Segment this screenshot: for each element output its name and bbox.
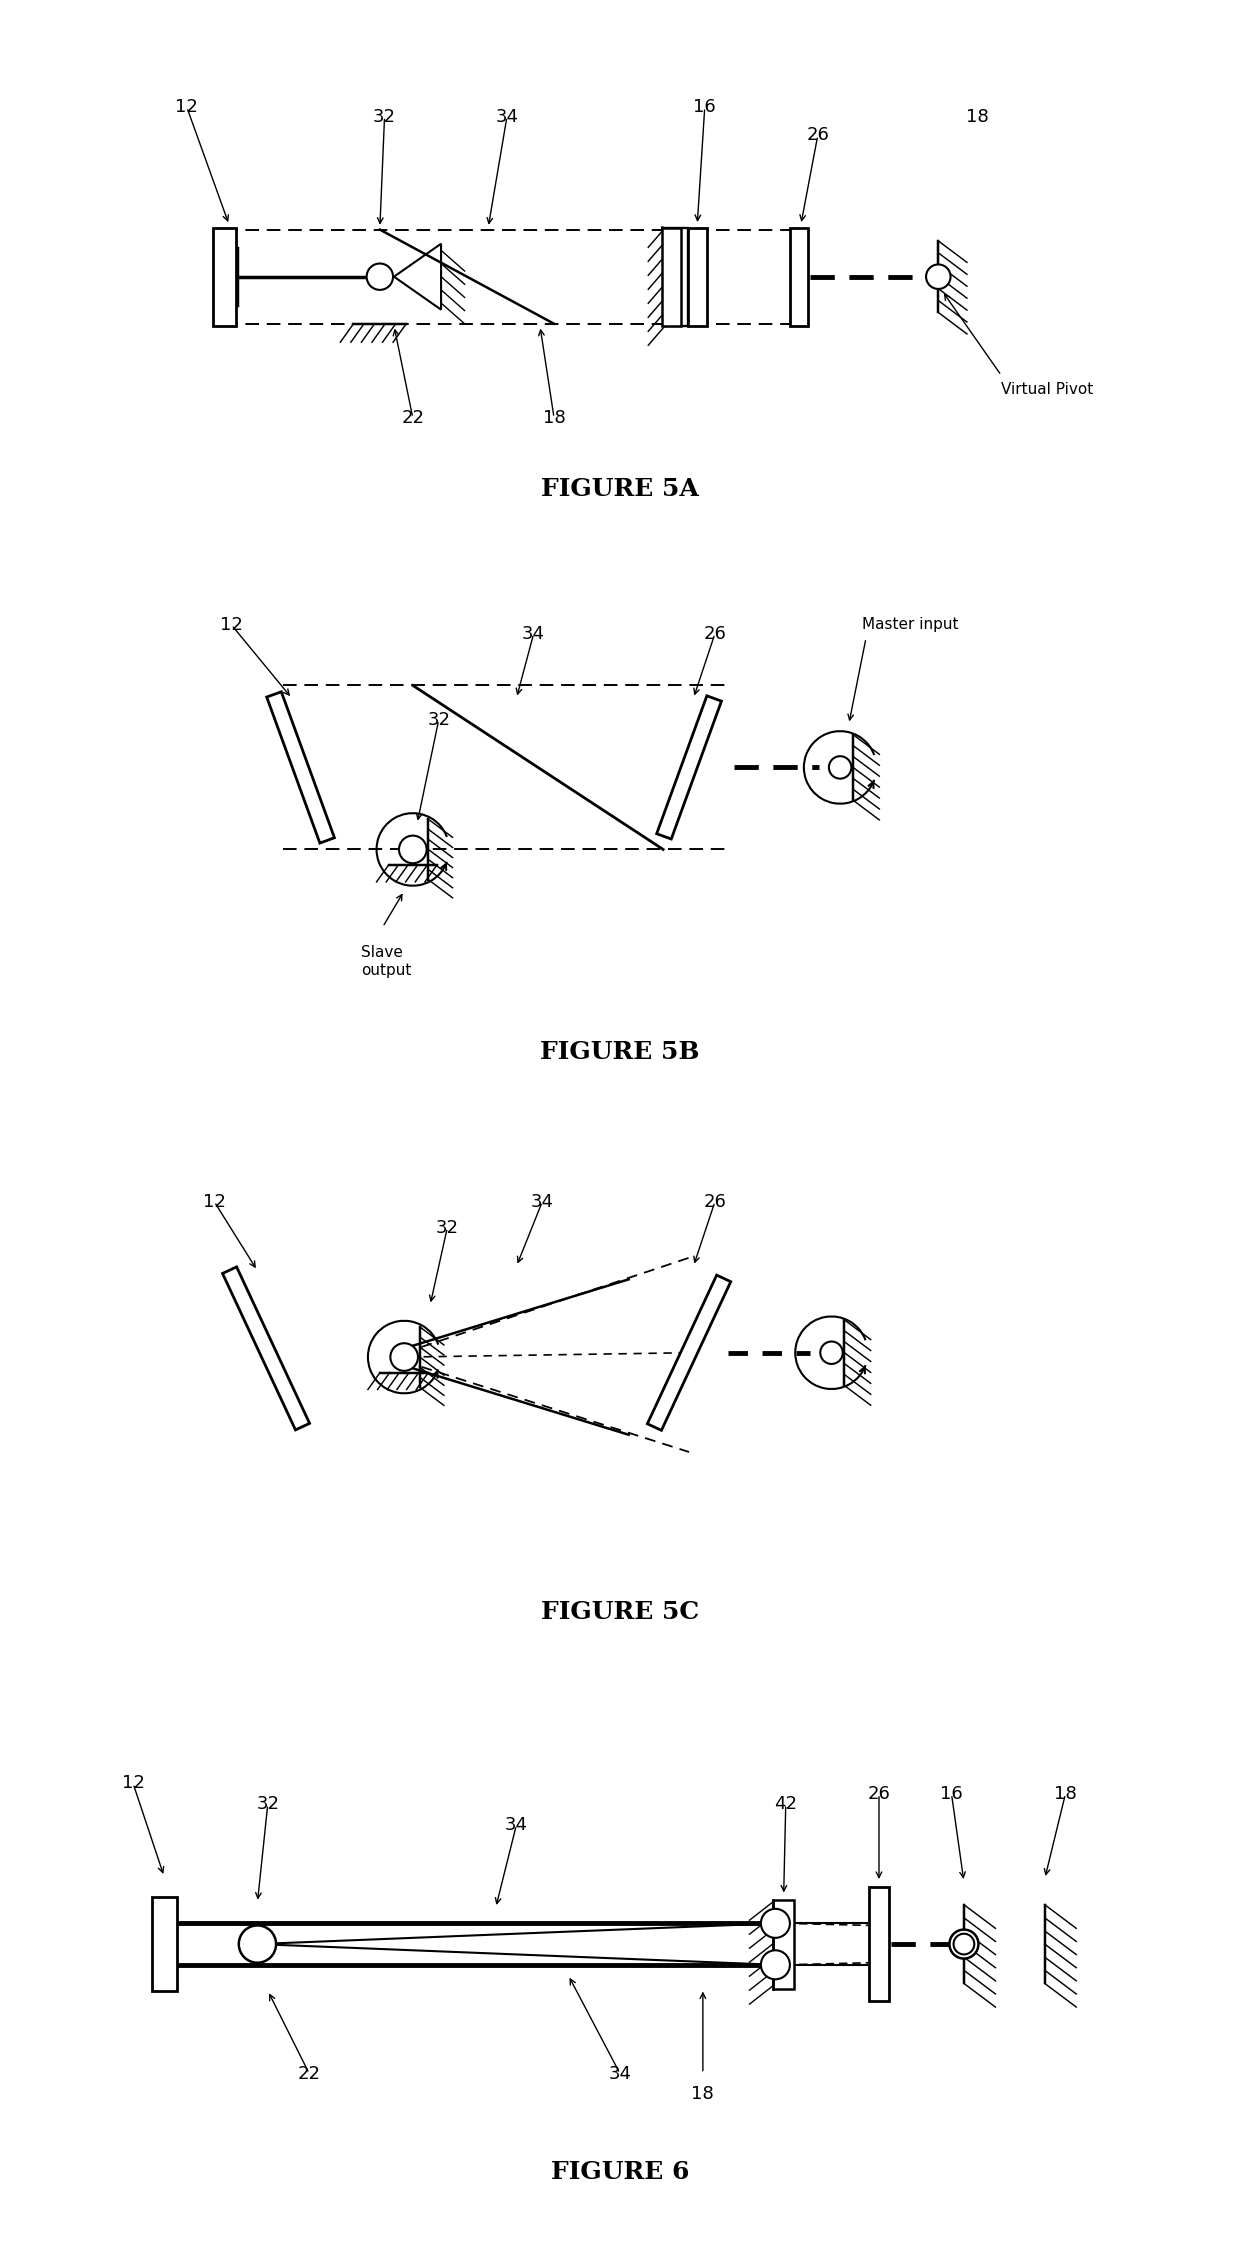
Bar [790, 229, 808, 325]
Text: 18: 18 [543, 408, 565, 428]
Bar [213, 229, 236, 325]
Text: 34: 34 [505, 1815, 528, 1833]
Bar [267, 692, 335, 843]
Text: 16: 16 [693, 99, 717, 117]
Text: 34: 34 [496, 108, 518, 125]
Circle shape [367, 264, 393, 289]
Text: 12: 12 [175, 99, 198, 117]
Text: Virtual Pivot: Virtual Pivot [1002, 383, 1094, 397]
Circle shape [399, 836, 427, 863]
Text: 32: 32 [435, 1219, 459, 1237]
Circle shape [761, 1909, 790, 1938]
Circle shape [926, 264, 951, 289]
Text: 16: 16 [940, 1784, 963, 1802]
Text: 32: 32 [373, 108, 396, 125]
Text: FIGURE 5A: FIGURE 5A [541, 477, 699, 500]
Text: 34: 34 [531, 1192, 554, 1210]
Circle shape [239, 1925, 277, 1963]
Text: 22: 22 [402, 408, 424, 428]
Text: 26: 26 [703, 625, 727, 643]
Circle shape [954, 1934, 975, 1954]
Text: FIGURE 5B: FIGURE 5B [541, 1040, 699, 1064]
Circle shape [821, 1342, 843, 1365]
Text: 18: 18 [1054, 1784, 1076, 1802]
Text: 22: 22 [298, 2064, 321, 2082]
Text: 12: 12 [203, 1192, 226, 1210]
Text: 32: 32 [428, 710, 450, 728]
Text: 26: 26 [703, 1192, 727, 1210]
Bar [662, 229, 681, 325]
Text: 42: 42 [774, 1795, 797, 1813]
Text: Slave
output: Slave output [361, 946, 412, 977]
Text: FIGURE 6: FIGURE 6 [551, 2160, 689, 2185]
Text: 12: 12 [219, 616, 243, 634]
Bar [688, 229, 707, 325]
Text: Master input: Master input [862, 619, 959, 632]
Circle shape [391, 1342, 418, 1371]
Bar [222, 1266, 310, 1430]
Text: FIGURE 5C: FIGURE 5C [541, 1600, 699, 1625]
Circle shape [950, 1930, 978, 1959]
Text: 34: 34 [609, 2064, 631, 2082]
Bar [774, 1900, 794, 1988]
Text: 26: 26 [868, 1784, 890, 1802]
Bar [869, 1887, 889, 2001]
Text: 18: 18 [966, 108, 990, 125]
Text: 26: 26 [806, 125, 830, 143]
Text: 32: 32 [257, 1795, 279, 1813]
Circle shape [828, 755, 852, 778]
Bar [151, 1898, 176, 1990]
Text: 12: 12 [122, 1775, 145, 1793]
Bar [647, 1275, 730, 1430]
Text: 18: 18 [692, 2086, 714, 2104]
Bar [657, 695, 722, 838]
Text: 34: 34 [522, 625, 546, 643]
Circle shape [761, 1950, 790, 1979]
Bar [665, 229, 688, 325]
